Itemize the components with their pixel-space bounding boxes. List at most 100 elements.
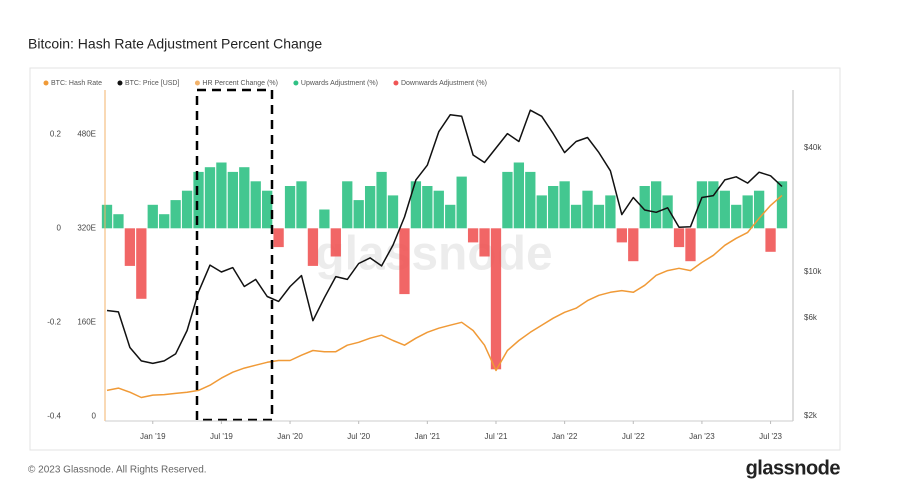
- legend-label: Downwards Adjustment (%): [401, 80, 487, 87]
- upward-bar: [262, 190, 273, 229]
- upward-bar: [456, 176, 467, 229]
- x-tick-label: Jul '23: [759, 432, 782, 441]
- upward-bar: [147, 204, 158, 229]
- upward-bar: [113, 214, 124, 229]
- upward-bar: [639, 186, 650, 229]
- upward-bar: [559, 181, 570, 229]
- upward-bar: [525, 171, 536, 229]
- upward-bar: [593, 204, 605, 229]
- watermark: glassnode: [315, 228, 552, 281]
- upward-bar: [410, 181, 422, 229]
- downward-bar: [124, 228, 136, 266]
- series-line: [106, 194, 783, 399]
- x-tick-label: Jul '20: [347, 432, 370, 441]
- downward-bar: [136, 228, 147, 299]
- upward-bar: [433, 190, 444, 229]
- upward-bar: [719, 190, 730, 229]
- downward-bar: [673, 228, 685, 248]
- y3-tick-label: 320E: [77, 223, 96, 232]
- upward-bar: [364, 186, 376, 229]
- upward-bar: [605, 195, 616, 229]
- x-tick-label: Jul '22: [622, 432, 645, 441]
- y-tick-label: 0: [57, 223, 62, 232]
- y2-tick-label: $2k: [804, 411, 818, 420]
- upward-bar: [776, 181, 788, 229]
- upward-bar: [159, 214, 170, 229]
- y2-tick-label: $10k: [804, 267, 822, 276]
- downward-bar: [628, 228, 639, 262]
- y3-tick-label: 0: [92, 411, 97, 420]
- legend-marker: [117, 80, 123, 86]
- x-tick-label: Jan '21: [415, 432, 441, 441]
- upward-bar: [570, 204, 582, 229]
- y-tick-label: -0.4: [47, 411, 61, 420]
- upward-bar: [513, 162, 525, 229]
- x-tick-label: Jan '22: [552, 432, 578, 441]
- legend-marker: [194, 80, 200, 86]
- upward-bar: [227, 171, 238, 229]
- upward-bar: [239, 167, 250, 229]
- y2-tick-label: $6k: [804, 313, 818, 322]
- x-tick-label: Jul '21: [485, 432, 508, 441]
- upward-bar: [101, 204, 113, 229]
- downward-bar: [685, 228, 696, 262]
- upward-bar: [753, 190, 765, 229]
- upward-bar: [319, 209, 330, 229]
- x-tick-label: Jan '23: [689, 432, 715, 441]
- upward-bar: [204, 167, 216, 229]
- copyright: © 2023 Glassnode. All Rights Reserved.: [28, 465, 207, 476]
- logo: glassnode: [746, 457, 841, 479]
- upward-bar: [445, 204, 456, 229]
- y3-tick-label: 480E: [77, 129, 96, 138]
- x-tick-label: Jan '19: [140, 432, 166, 441]
- legend-label: HR Percent Change (%): [202, 80, 277, 87]
- y2-tick-label: $40k: [804, 143, 822, 152]
- y-tick-label: 0.2: [50, 129, 62, 138]
- highlight-box: [195, 88, 274, 422]
- legend-label: Upwards Adjustment (%): [301, 80, 378, 87]
- upward-bar: [731, 204, 742, 229]
- legend-marker: [293, 80, 299, 86]
- series-line: [106, 109, 783, 365]
- downward-bar: [490, 228, 502, 370]
- upward-bar: [548, 186, 559, 229]
- upward-bar: [250, 181, 261, 229]
- upward-bar: [502, 171, 513, 229]
- upward-bar: [651, 181, 662, 229]
- upward-bar: [342, 181, 353, 229]
- upward-bar: [422, 186, 433, 229]
- upward-bar: [376, 171, 387, 229]
- upward-bar: [696, 181, 708, 229]
- upward-bar: [284, 186, 296, 229]
- x-tick-label: Jan '20: [277, 432, 303, 441]
- x-tick-label: Jul '19: [210, 432, 233, 441]
- plot-area: [101, 109, 788, 399]
- y-tick-label: -0.2: [47, 317, 61, 326]
- downward-bar: [273, 228, 284, 248]
- chart-title: Bitcoin: Hash Rate Adjustment Percent Ch…: [28, 36, 322, 52]
- upward-bar: [296, 181, 307, 229]
- legend-marker: [393, 80, 399, 86]
- upward-bar: [216, 162, 227, 229]
- downward-bar: [399, 228, 410, 295]
- upward-bar: [742, 195, 753, 229]
- upward-bar: [536, 195, 547, 229]
- legend-marker: [43, 80, 49, 86]
- downward-bar: [765, 228, 776, 252]
- downward-bar: [467, 228, 479, 243]
- upward-bar: [582, 190, 593, 229]
- legend-label: BTC: Hash Rate: [51, 80, 102, 87]
- upward-bar: [387, 195, 399, 229]
- y3-tick-label: 160E: [77, 317, 96, 326]
- legend-label: BTC: Price [USD]: [125, 80, 180, 87]
- chart-frame: [29, 67, 841, 451]
- upward-bar: [193, 171, 204, 229]
- downward-bar: [330, 228, 341, 257]
- downward-bar: [479, 228, 490, 257]
- upward-bar: [170, 200, 181, 229]
- downward-bar: [616, 228, 627, 243]
- upward-bar: [353, 200, 364, 229]
- upward-bar: [662, 195, 673, 229]
- upward-bar: [181, 190, 193, 229]
